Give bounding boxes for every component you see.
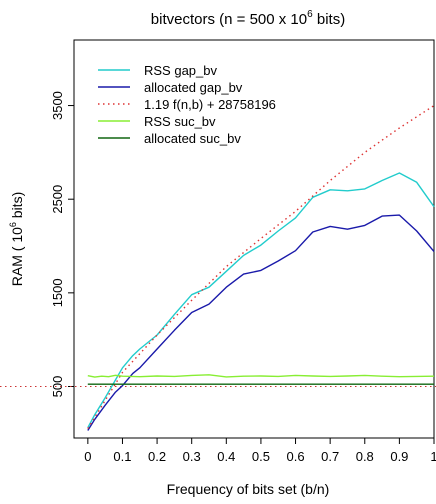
- x-tick-label: 0.2: [148, 449, 166, 464]
- series-line-rss-suc-bv: [87, 374, 435, 378]
- chart-title-sup: 6: [307, 9, 313, 20]
- x-tick-label: 0: [84, 449, 91, 464]
- series-line-rss-gap-bv: [87, 172, 435, 429]
- y-axis-label-main: RAM ( 10: [9, 227, 25, 286]
- x-tick-label: 0.1: [113, 449, 131, 464]
- legend-label: 1.19 f(n,b) + 28758196: [144, 97, 276, 112]
- plot-frame: [73, 39, 435, 439]
- y-tick-label: 2500: [50, 185, 65, 214]
- legend-label: RSS suc_bv: [144, 114, 216, 129]
- y-tick-label: 3500: [50, 91, 65, 120]
- series-line-1-19-f-n-b-28758196: [87, 105, 435, 429]
- x-tick-label: 0.4: [217, 449, 235, 464]
- legend-label: allocated suc_bv: [144, 131, 241, 146]
- x-tick-label: 0.6: [286, 449, 304, 464]
- series-layer: [87, 105, 435, 431]
- chart-title-tail: bits): [313, 11, 346, 28]
- y-axis-label: RAM ( 106 bits): [8, 192, 25, 286]
- x-tick-label: 0.7: [321, 449, 339, 464]
- chart-title-main: bitvectors (n = 500 x 10: [151, 11, 307, 28]
- x-axis: 0 0.1 0.2 0.3 0.4 0.5 0.6 0.7 0.8 0.9 1: [84, 438, 436, 464]
- y-tick-label: 500: [50, 376, 65, 398]
- y-tick-label: 1500: [50, 278, 65, 307]
- x-axis-label: Frequency of bits set (b/n): [167, 481, 330, 497]
- legend: RSS gap_bv allocated gap_bv 1.19 f(n,b) + …: [98, 63, 276, 146]
- y-axis-label-sup: 6: [8, 222, 18, 227]
- x-tick-label: 0.3: [183, 449, 201, 464]
- x-tick-label: 0.5: [252, 449, 270, 464]
- chart-title: bitvectors (n = 500 x 106 bits): [151, 9, 345, 28]
- legend-label: RSS gap_bv: [144, 63, 217, 78]
- series-line-allocated-gap-bv: [87, 214, 435, 431]
- y-axis-label-tail: bits): [9, 192, 25, 222]
- x-tick-label: 1: [430, 449, 436, 464]
- y-axis: 500 1500 2500 3500: [50, 91, 74, 397]
- x-tick-label: 0.9: [390, 449, 408, 464]
- legend-label: allocated gap_bv: [144, 80, 243, 95]
- x-tick-label: 0.8: [356, 449, 374, 464]
